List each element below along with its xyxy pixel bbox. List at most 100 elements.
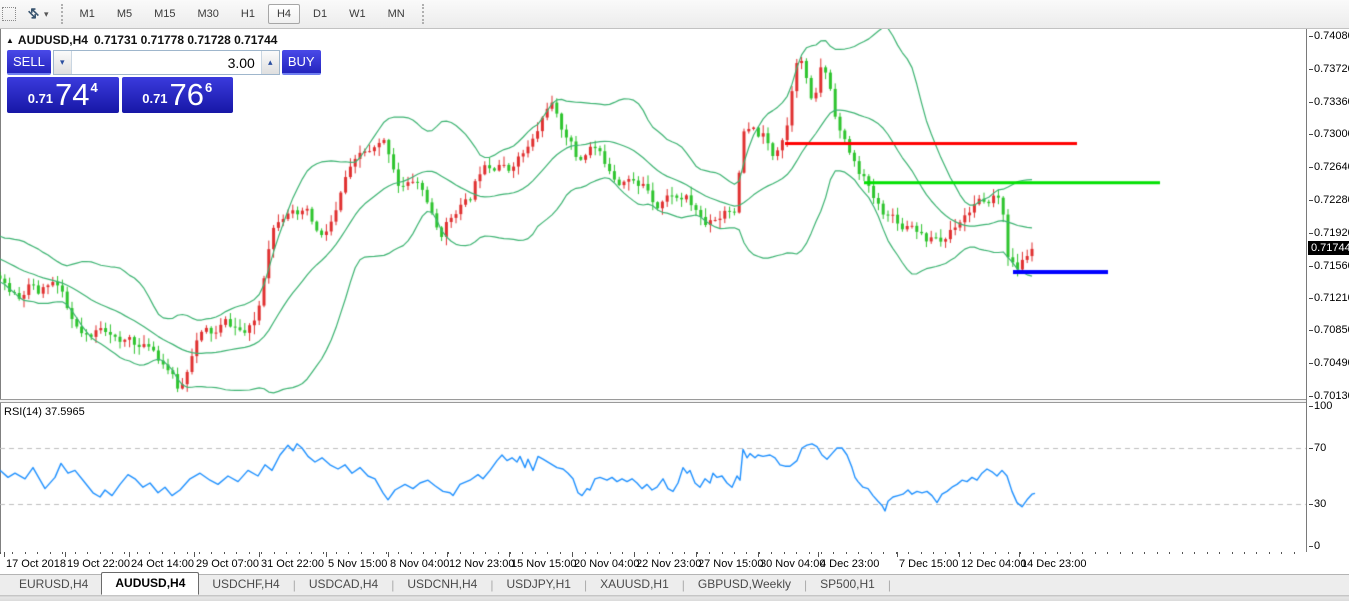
timeframe-button-m15[interactable]: M15 bbox=[145, 4, 184, 24]
timeframe-button-m1[interactable]: M1 bbox=[71, 4, 104, 24]
time-axis-minor-tick bbox=[883, 552, 884, 554]
time-axis-minor-tick bbox=[498, 552, 499, 554]
time-axis-minor-tick bbox=[162, 552, 163, 554]
time-axis-minor-tick bbox=[1033, 552, 1034, 554]
time-axis-tick bbox=[509, 552, 510, 557]
time-axis-minor-tick bbox=[274, 552, 275, 554]
time-axis-minor-tick bbox=[921, 552, 922, 554]
price-axis-tick bbox=[1309, 200, 1313, 201]
buy-button[interactable]: BUY bbox=[281, 50, 321, 75]
chart-symbol-label: AUDUSD,H4 bbox=[17, 33, 88, 47]
tab-separator: | bbox=[490, 578, 494, 592]
dropdown-caret-icon[interactable]: ▾ bbox=[44, 8, 49, 19]
rsi-tick-label: 100 bbox=[1314, 400, 1333, 412]
price-axis-tick bbox=[1309, 69, 1313, 70]
chart-tab-usdchf-h4[interactable]: USDCHF,H4 bbox=[212, 577, 280, 591]
collapse-triangle-icon[interactable]: ▲ bbox=[6, 36, 14, 45]
time-axis-minor-tick bbox=[1120, 552, 1121, 554]
chart-tab-eurusd-h4[interactable]: EURUSD,H4 bbox=[19, 577, 89, 591]
time-label: 12 Nov 23:00 bbox=[449, 558, 515, 570]
time-axis-minor-tick bbox=[709, 552, 710, 554]
window-bottom-edge bbox=[0, 595, 1349, 601]
spinner-down-icon[interactable]: ▾ bbox=[53, 51, 72, 74]
time-axis-minor-tick bbox=[12, 552, 13, 554]
timeframe-button-h4[interactable]: H4 bbox=[267, 4, 301, 24]
price-axis-tick bbox=[1309, 233, 1313, 234]
time-axis-tick bbox=[129, 552, 130, 557]
timeframe-button-m30[interactable]: M30 bbox=[189, 4, 228, 24]
volume-input[interactable] bbox=[71, 51, 261, 74]
time-axis-minor-tick bbox=[37, 552, 38, 554]
time-axis-tick bbox=[447, 552, 448, 557]
timeframe-buttons: M1 M5 M15 M30 H1 H4 D1 W1 MN bbox=[69, 4, 416, 24]
time-axis-minor-tick bbox=[1057, 552, 1058, 554]
time-axis-tick bbox=[388, 552, 389, 557]
time-axis-minor-tick bbox=[983, 552, 984, 554]
time-axis-minor-tick bbox=[187, 552, 188, 554]
selection-rectangle-icon[interactable] bbox=[2, 7, 16, 21]
time-axis-minor-tick bbox=[970, 552, 971, 554]
panel-splitter[interactable] bbox=[0, 399, 1349, 403]
time-axis-minor-tick bbox=[460, 552, 461, 554]
time-axis-minor-tick bbox=[448, 552, 449, 554]
price-axis-tick bbox=[1309, 298, 1313, 299]
chart-tab-xauusd-h1[interactable]: XAUUSD,H1 bbox=[600, 577, 669, 591]
time-axis-minor-tick bbox=[1070, 552, 1071, 554]
chart-tab-audusd-h4[interactable]: AUDUSD,H4 bbox=[101, 572, 200, 595]
swap-arrows-icon[interactable]: ⇵ bbox=[24, 4, 43, 23]
time-axis-minor-tick bbox=[100, 552, 101, 554]
chart-tab-usdjpy-h1[interactable]: USDJPY,H1 bbox=[506, 577, 571, 591]
toolbar-grip bbox=[421, 4, 424, 24]
timeframe-button-m5[interactable]: M5 bbox=[108, 4, 141, 24]
time-axis-minor-tick bbox=[1244, 552, 1245, 554]
time-axis-minor-tick bbox=[896, 552, 897, 554]
tab-separator: | bbox=[583, 578, 588, 592]
sell-price-sup: 4 bbox=[90, 80, 98, 95]
time-axis-tick bbox=[696, 552, 697, 557]
time-axis-tick bbox=[4, 552, 5, 557]
timeframe-button-d1[interactable]: D1 bbox=[304, 4, 336, 24]
chart-tab-usdcad-h4[interactable]: USDCAD,H4 bbox=[308, 577, 379, 591]
rsi-tick-label: 30 bbox=[1314, 498, 1327, 510]
time-axis-minor-tick bbox=[311, 552, 312, 554]
buy-price-display[interactable]: 0.71 76 6 bbox=[121, 77, 233, 113]
time-axis-minor-tick bbox=[112, 552, 113, 554]
chart-tab-sp500-h1[interactable]: SP500,H1 bbox=[820, 577, 875, 591]
time-label: 14 Dec 23:00 bbox=[1021, 558, 1087, 570]
sell-button[interactable]: SELL bbox=[7, 50, 51, 75]
time-axis-minor-tick bbox=[485, 552, 486, 554]
time-axis-minor-tick bbox=[1269, 552, 1270, 554]
time-axis[interactable]: 17 Oct 2018 19 Oct 22:00 24 Oct 14:00 29 Oc… bbox=[0, 552, 1349, 574]
sell-price-display[interactable]: 0.71 74 4 bbox=[7, 77, 119, 113]
time-axis-tick bbox=[634, 552, 635, 557]
timeframe-button-mn[interactable]: MN bbox=[379, 4, 414, 24]
time-axis-minor-tick bbox=[286, 552, 287, 554]
time-axis-minor-tick bbox=[585, 552, 586, 554]
time-label: 19 Oct 22:00 bbox=[67, 558, 130, 570]
time-axis-minor-tick bbox=[211, 552, 212, 554]
time-axis-minor-tick bbox=[597, 552, 598, 554]
chart-tab-usdcnh-h4[interactable]: USDCNH,H4 bbox=[407, 577, 478, 591]
time-axis-tick bbox=[572, 552, 573, 557]
time-axis-minor-tick bbox=[224, 552, 225, 554]
chart-title: ▲ AUDUSD,H4 0.71731 0.71778 0.71728 0.7174… bbox=[6, 33, 277, 47]
rsi-canvas[interactable] bbox=[0, 403, 1306, 552]
timeframe-button-w1[interactable]: W1 bbox=[340, 4, 375, 24]
spinner-up-icon[interactable]: ▴ bbox=[260, 51, 279, 74]
time-label: 22 Nov 23:00 bbox=[636, 558, 702, 570]
chart-tab-gbpusd-weekly[interactable]: GBPUSD,Weekly bbox=[697, 577, 792, 591]
time-axis-minor-tick bbox=[386, 552, 387, 554]
time-axis-minor-tick bbox=[137, 552, 138, 554]
time-axis-minor-tick bbox=[25, 552, 26, 554]
time-axis-tick bbox=[326, 552, 327, 557]
time-axis-minor-tick bbox=[1256, 552, 1257, 554]
timeframe-button-h1[interactable]: H1 bbox=[232, 4, 264, 24]
time-axis-minor-tick bbox=[560, 552, 561, 554]
